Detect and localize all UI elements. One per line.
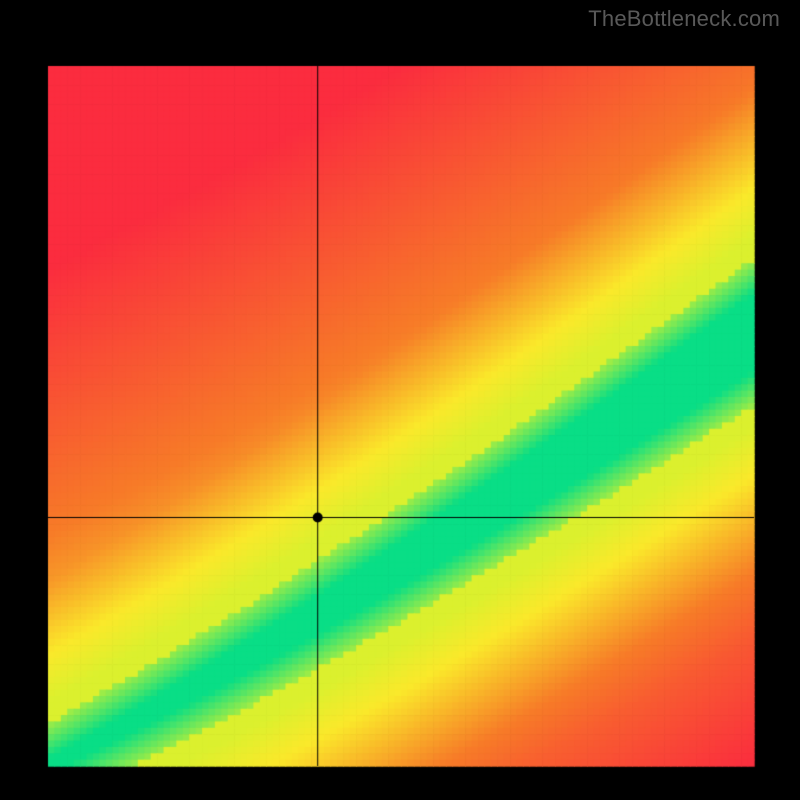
heatmap-canvas bbox=[0, 0, 800, 800]
chart-container: TheBottleneck.com bbox=[0, 0, 800, 800]
watermark-text: TheBottleneck.com bbox=[588, 6, 780, 32]
